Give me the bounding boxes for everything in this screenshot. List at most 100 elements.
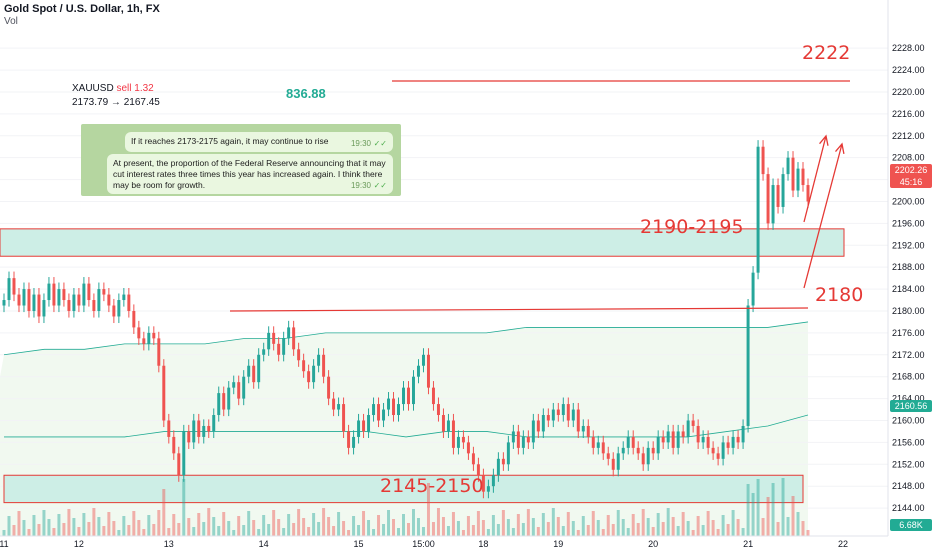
volume-bar xyxy=(441,517,445,536)
volume-bar xyxy=(152,524,156,536)
candle-body xyxy=(606,453,610,459)
candle-body xyxy=(596,442,600,448)
volume-bar xyxy=(247,511,251,536)
candle-body xyxy=(382,409,386,421)
volume-bar xyxy=(232,530,236,536)
forecast-arrow-1-head xyxy=(819,134,829,146)
volume-bar xyxy=(412,509,415,536)
volume-bar xyxy=(501,510,505,536)
volume-bar xyxy=(57,514,61,536)
volume-label: Vol xyxy=(4,16,18,27)
volume-bar xyxy=(362,511,366,536)
y-tick-label: 2196.00 xyxy=(892,218,925,228)
candle-body xyxy=(342,404,346,432)
candle-body xyxy=(796,168,800,191)
annotation-2190-2195: 2190-2195 xyxy=(640,216,744,238)
volume-bar xyxy=(701,525,705,536)
volume-bar xyxy=(761,518,765,536)
y-tick-label: 2228.00 xyxy=(892,43,925,53)
volume-bar xyxy=(77,527,81,536)
candle-body xyxy=(102,289,106,295)
candle-body xyxy=(666,431,670,443)
candle-body xyxy=(42,300,46,317)
candle-body xyxy=(711,447,715,454)
candle-body xyxy=(456,436,460,448)
volume-bar xyxy=(626,528,630,536)
candle-body xyxy=(656,436,660,454)
volume-bar xyxy=(781,478,785,536)
candle-body xyxy=(332,398,336,410)
candle-body xyxy=(431,387,435,405)
volume-bar xyxy=(292,523,296,536)
candle-body xyxy=(57,289,61,306)
volume-bar xyxy=(611,524,615,536)
candle-body xyxy=(272,332,276,344)
y-tick-label: 2176.00 xyxy=(892,328,925,338)
volume-bar xyxy=(132,511,136,536)
volume-bar xyxy=(421,527,425,536)
volume-bar xyxy=(791,496,795,536)
volume-bar xyxy=(302,518,306,536)
y-tick-label: 2188.00 xyxy=(892,262,925,272)
candle-body xyxy=(97,289,101,311)
volume-bar xyxy=(297,509,301,536)
candle-body xyxy=(766,174,770,224)
x-tick-label: 18 xyxy=(478,539,488,549)
volume-bar xyxy=(751,493,755,536)
candle-body xyxy=(561,404,565,416)
candle-body xyxy=(412,376,415,405)
candle-body xyxy=(202,425,206,437)
zone-2190-2195 xyxy=(0,228,845,257)
volume-bar xyxy=(227,521,231,536)
volume-bar xyxy=(536,527,540,536)
volume-bar xyxy=(267,524,271,536)
volume-bar xyxy=(506,519,510,536)
volume-bar xyxy=(182,479,186,536)
volume-bar xyxy=(686,521,690,536)
y-tick-label: 2164.00 xyxy=(892,394,925,404)
forecast-arrow-2 xyxy=(803,143,843,289)
volume-bar xyxy=(217,526,221,536)
volume-bar xyxy=(252,520,256,536)
volume-bar xyxy=(192,527,196,536)
volume-bar xyxy=(37,524,41,536)
candle-body xyxy=(17,294,21,306)
candle-body xyxy=(761,146,765,175)
candle-body xyxy=(32,294,36,311)
volume-bar xyxy=(716,529,720,536)
candle-body xyxy=(217,393,221,416)
volume-bar xyxy=(476,511,480,536)
candle-body xyxy=(486,486,490,492)
candle-body xyxy=(716,453,720,459)
candle-body xyxy=(277,343,281,355)
candle-body xyxy=(446,420,450,432)
volume-bar xyxy=(586,525,590,536)
volume-bar xyxy=(22,520,26,536)
volume-bar xyxy=(32,515,36,536)
volume-bar xyxy=(197,513,201,536)
candle-body xyxy=(397,404,400,416)
message-time: 19:30 xyxy=(350,181,371,190)
volume-tag: 6.68K xyxy=(890,519,932,531)
candle-body xyxy=(541,415,545,432)
volume-bar xyxy=(2,530,6,536)
x-tick-label: 20 xyxy=(648,539,658,549)
candle-body xyxy=(122,294,126,301)
volume-bar xyxy=(202,522,206,536)
candle-body xyxy=(566,404,570,421)
candle-body xyxy=(352,436,356,448)
message-text: If it reaches 2173-2175 again, it may co… xyxy=(131,136,329,146)
y-tick-label: 2148.00 xyxy=(892,481,925,491)
volume-bar xyxy=(766,497,770,536)
candle-body xyxy=(362,420,366,432)
volume-bar xyxy=(12,525,16,536)
candle-body xyxy=(641,453,645,465)
candle-body xyxy=(671,431,675,448)
forecast-arrow-1 xyxy=(803,135,827,223)
volume-bar xyxy=(746,484,750,536)
candle-body xyxy=(232,382,236,388)
volume-bar xyxy=(566,512,570,536)
y-tick-label: 2156.00 xyxy=(892,437,925,447)
x-tick-label: 11 xyxy=(0,539,9,549)
